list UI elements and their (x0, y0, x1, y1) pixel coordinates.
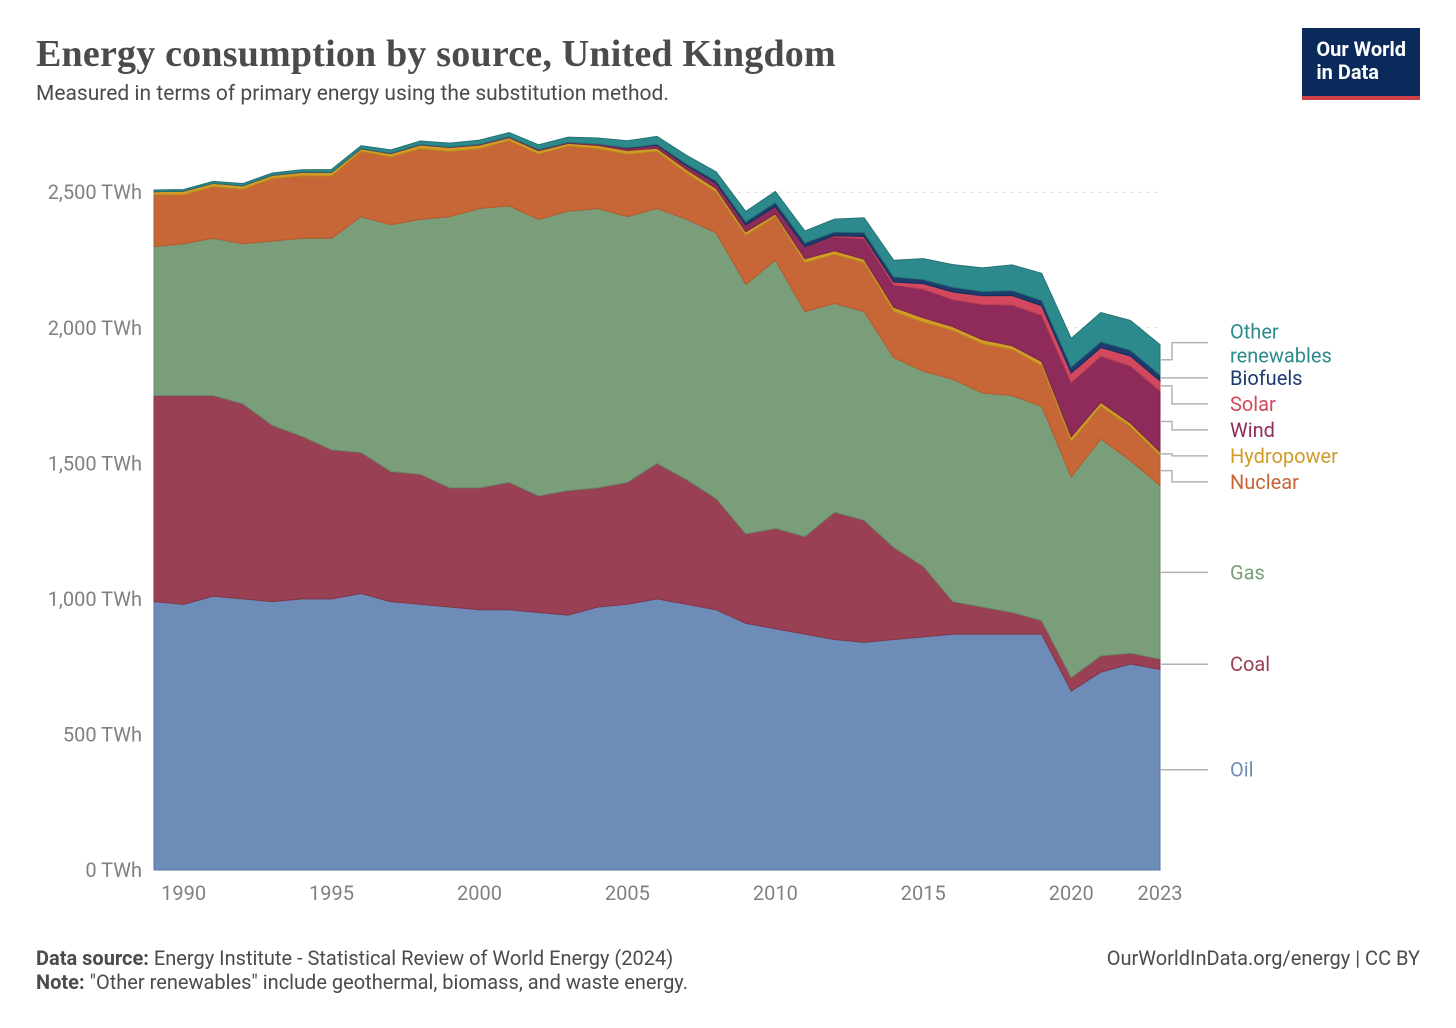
y-tick-label: 500 TWh (63, 722, 142, 746)
x-tick-label: 1990 (161, 881, 206, 905)
logo-line-1: Our World (1316, 37, 1406, 61)
source-label: Data source: (36, 946, 149, 970)
x-tick-label: 2020 (1049, 881, 1094, 905)
legend-label-gas: Gas (1230, 560, 1265, 584)
note-label: Note: (36, 970, 85, 994)
y-tick-label: 1,500 TWh (48, 451, 142, 475)
legend-leader-solar (1160, 386, 1208, 404)
footer: Data source: Energy Institute - Statisti… (36, 946, 1420, 994)
stacked-area-chart: 0 TWh 500 TWh 1,000 TWh 1,500 TWh 2,000 TWh 2… (36, 128, 1420, 928)
x-tick-label: 1995 (309, 881, 354, 905)
legend-leader-hydro (1160, 454, 1208, 456)
legend-label-wind: Wind (1230, 418, 1275, 442)
legend-label-nuclear: Nuclear (1230, 470, 1299, 494)
logo-line-2: in Data (1316, 60, 1379, 84)
x-tick-label: 2015 (901, 881, 946, 905)
x-tick-label: 2023 (1138, 881, 1183, 905)
chart-subtitle: Measured in terms of primary energy usin… (36, 82, 836, 106)
owid-logo: Our World in Data (1302, 28, 1420, 100)
footer-left: Data source: Energy Institute - Statisti… (36, 946, 688, 994)
y-tick-label: 2,500 TWh (48, 180, 142, 204)
legend-leader-wind (1160, 421, 1208, 429)
legend-label-solar: Solar (1230, 392, 1276, 416)
y-tick-label: 2,000 TWh (48, 316, 142, 340)
legend-label-coal: Coal (1230, 652, 1270, 676)
header: Energy consumption by source, United Kin… (36, 28, 1420, 110)
legend-leader-nuclear (1160, 471, 1208, 482)
x-tick-label: 2000 (457, 881, 502, 905)
legend-label-other: Other (1230, 320, 1279, 344)
x-tick-label: 2005 (605, 881, 650, 905)
chart-title: Energy consumption by source, United Kin… (36, 32, 836, 76)
legend-label-oil: Oil (1230, 758, 1254, 782)
y-tick-label: 1,000 TWh (48, 587, 142, 611)
legend-leader-other (1160, 343, 1208, 360)
footer-attribution: OurWorldInData.org/energy | CC BY (1107, 946, 1420, 970)
chart-area: 0 TWh 500 TWh 1,000 TWh 1,500 TWh 2,000 TWh 2… (36, 128, 1420, 928)
header-text: Energy consumption by source, United Kin… (36, 28, 836, 110)
area-oil (154, 593, 1160, 870)
legend-label-other-2: renewables (1230, 344, 1332, 368)
x-tick-label: 2010 (753, 881, 798, 905)
note-value: "Other renewables" include geothermal, b… (90, 970, 688, 994)
legend-label-biofuels: Biofuels (1230, 366, 1303, 390)
legend-label-hydro: Hydropower (1230, 444, 1338, 468)
y-tick-label: 0 TWh (85, 858, 142, 882)
source-value: Energy Institute - Statistical Review of… (154, 946, 673, 970)
